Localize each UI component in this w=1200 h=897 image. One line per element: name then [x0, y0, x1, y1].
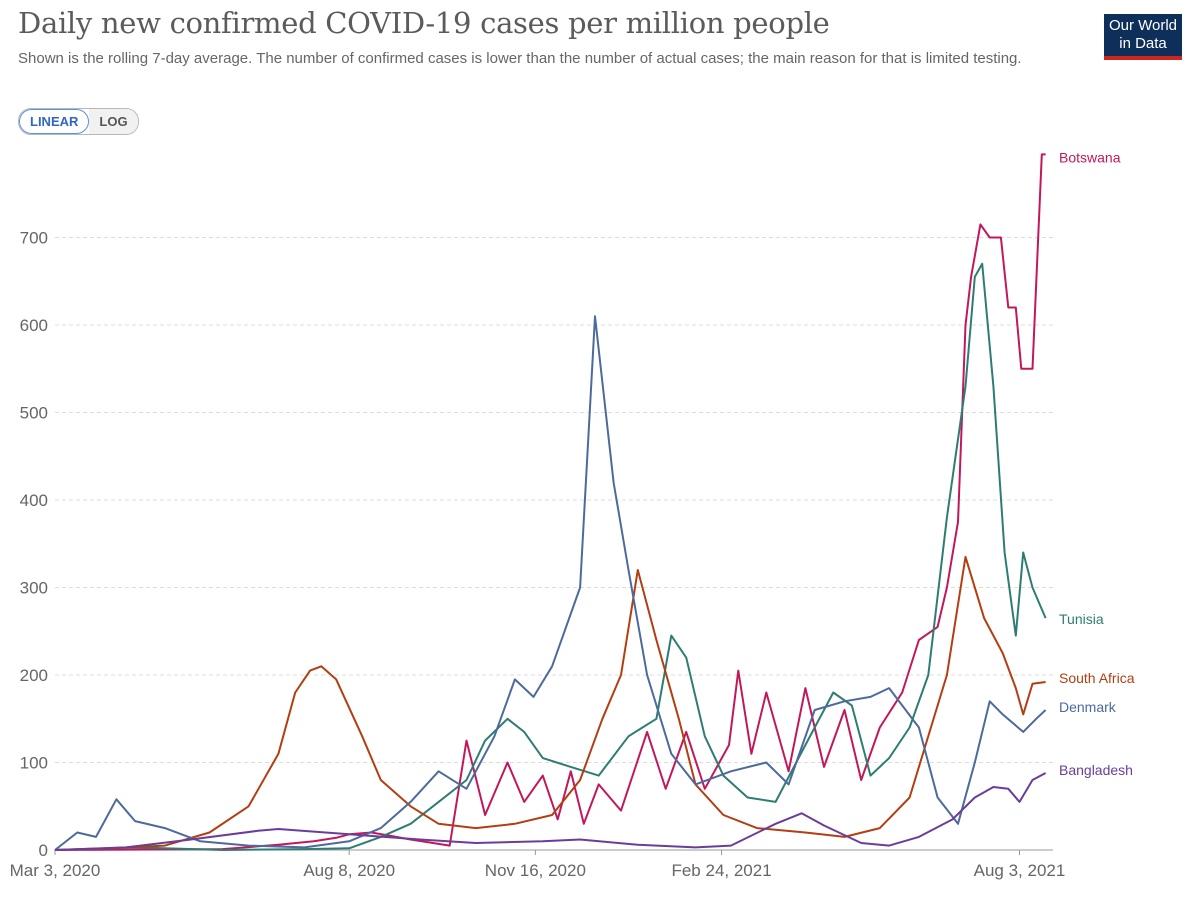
y-tick-label: 0: [39, 841, 48, 860]
series-label-denmark: Denmark: [1059, 699, 1117, 715]
series-line-bangladesh: [54, 772, 1047, 851]
y-tick-label: 100: [20, 754, 48, 773]
x-tick-label: Aug 3, 2021: [974, 861, 1066, 880]
series-label-botswana: Botswana: [1059, 149, 1121, 165]
series-line-tunisia: [54, 262, 1047, 851]
series-label-tunisia: Tunisia: [1059, 611, 1104, 627]
x-tick-label: Aug 8, 2020: [303, 861, 395, 880]
y-tick-label: 200: [20, 666, 48, 685]
y-tick-label: 700: [20, 229, 48, 248]
y-tick-label: 500: [20, 404, 48, 423]
series-label-bangladesh: Bangladesh: [1059, 762, 1133, 778]
series-line-botswana: [54, 153, 1046, 851]
log-scale-button[interactable]: LOG: [89, 109, 138, 134]
y-tick-label: 400: [20, 491, 48, 510]
x-tick-label: Feb 24, 2021: [671, 861, 771, 880]
y-tick-label: 300: [20, 579, 48, 598]
logo-line-2: in Data: [1119, 35, 1167, 52]
y-tick-label: 600: [20, 316, 48, 335]
series-label-south-africa: South Africa: [1059, 670, 1135, 686]
owid-logo[interactable]: Our World in Data: [1104, 14, 1182, 60]
chart-title: Daily new confirmed COVID-19 cases per m…: [18, 6, 830, 40]
x-tick-label: Mar 3, 2020: [10, 861, 101, 880]
x-tick-label: Nov 16, 2020: [485, 861, 586, 880]
linear-scale-button[interactable]: LINEAR: [19, 109, 90, 134]
scale-toggle[interactable]: LINEAR LOG: [18, 108, 139, 135]
series-line-south-africa: [54, 555, 1046, 851]
logo-line-1: Our World: [1108, 17, 1178, 34]
chart-subtitle: Shown is the rolling 7-day average. The …: [18, 50, 1022, 67]
series-line-denmark: [54, 315, 1047, 851]
